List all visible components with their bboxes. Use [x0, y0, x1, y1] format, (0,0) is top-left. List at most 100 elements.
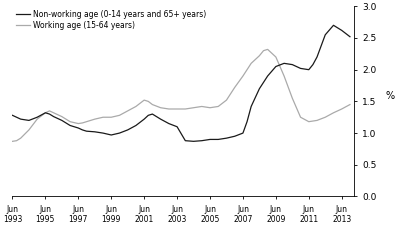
Non-working age (0-14 years and 65+ years): [51, 115, 56, 118]
Working age (15-64 years): [339, 108, 344, 110]
Working age (15-64 years): [298, 116, 303, 118]
Working age (15-64 years): [315, 119, 320, 122]
Working age (15-64 years): [228, 92, 233, 95]
Non-working age (0-14 years and 65+ years): [208, 138, 212, 141]
Non-working age (0-14 years and 65+ years): [84, 130, 89, 133]
Non-working age (0-14 years and 65+ years): [274, 65, 278, 68]
Working age (15-64 years): [166, 108, 171, 110]
Working age (15-64 years): [216, 105, 221, 108]
Non-working age (0-14 years and 65+ years): [100, 132, 105, 134]
Non-working age (0-14 years and 65+ years): [331, 24, 336, 27]
Non-working age (0-14 years and 65+ years): [80, 128, 85, 131]
Non-working age (0-14 years and 65+ years): [290, 63, 295, 66]
Non-working age (0-14 years and 65+ years): [76, 127, 81, 129]
Working age (15-64 years): [257, 54, 262, 57]
Non-working age (0-14 years and 65+ years): [60, 119, 64, 122]
Working age (15-64 years): [10, 140, 15, 143]
Non-working age (0-14 years and 65+ years): [315, 56, 320, 58]
Non-working age (0-14 years and 65+ years): [257, 87, 262, 90]
Non-working age (0-14 years and 65+ years): [249, 105, 254, 108]
Working age (15-64 years): [43, 111, 48, 114]
Working age (15-64 years): [51, 111, 56, 114]
Working age (15-64 years): [35, 118, 40, 121]
Working age (15-64 years): [232, 86, 237, 89]
Non-working age (0-14 years and 65+ years): [183, 139, 188, 142]
Working age (15-64 years): [109, 116, 114, 118]
Non-working age (0-14 years and 65+ years): [245, 120, 249, 123]
Working age (15-64 years): [14, 139, 19, 142]
Working age (15-64 years): [117, 114, 122, 117]
Working age (15-64 years): [183, 108, 188, 110]
Legend: Non-working age (0-14 years and 65+ years), Working age (15-64 years): Non-working age (0-14 years and 65+ year…: [16, 10, 206, 30]
Working age (15-64 years): [84, 120, 89, 123]
Non-working age (0-14 years and 65+ years): [125, 128, 130, 131]
Working age (15-64 years): [249, 62, 254, 65]
Non-working age (0-14 years and 65+ years): [47, 113, 52, 115]
Y-axis label: %: %: [385, 91, 394, 101]
Non-working age (0-14 years and 65+ years): [109, 134, 114, 136]
Working age (15-64 years): [100, 116, 105, 118]
Working age (15-64 years): [265, 48, 270, 51]
Working age (15-64 years): [93, 118, 97, 121]
Non-working age (0-14 years and 65+ years): [323, 33, 328, 36]
Non-working age (0-14 years and 65+ years): [10, 114, 15, 117]
Working age (15-64 years): [306, 120, 311, 123]
Non-working age (0-14 years and 65+ years): [265, 75, 270, 77]
Non-working age (0-14 years and 65+ years): [306, 68, 311, 71]
Non-working age (0-14 years and 65+ years): [347, 35, 352, 38]
Working age (15-64 years): [290, 97, 295, 100]
Non-working age (0-14 years and 65+ years): [146, 114, 150, 117]
Non-working age (0-14 years and 65+ years): [282, 62, 287, 65]
Working age (15-64 years): [18, 137, 23, 140]
Non-working age (0-14 years and 65+ years): [93, 131, 97, 133]
Working age (15-64 years): [199, 105, 204, 108]
Working age (15-64 years): [142, 99, 146, 101]
Working age (15-64 years): [282, 75, 287, 77]
Working age (15-64 years): [208, 106, 212, 109]
Non-working age (0-14 years and 65+ years): [339, 29, 344, 32]
Working age (15-64 years): [261, 49, 266, 52]
Line: Working age (15-64 years): Working age (15-64 years): [12, 49, 350, 141]
Non-working age (0-14 years and 65+ years): [175, 125, 179, 128]
Non-working age (0-14 years and 65+ years): [158, 118, 163, 121]
Non-working age (0-14 years and 65+ years): [224, 137, 229, 140]
Working age (15-64 years): [323, 116, 328, 118]
Working age (15-64 years): [331, 111, 336, 114]
Working age (15-64 years): [347, 103, 352, 106]
Non-working age (0-14 years and 65+ years): [166, 122, 171, 125]
Working age (15-64 years): [68, 120, 73, 123]
Non-working age (0-14 years and 65+ years): [216, 138, 221, 141]
Non-working age (0-14 years and 65+ years): [133, 124, 138, 127]
Working age (15-64 years): [224, 99, 229, 101]
Working age (15-64 years): [241, 75, 245, 77]
Non-working age (0-14 years and 65+ years): [298, 67, 303, 70]
Non-working age (0-14 years and 65+ years): [150, 113, 155, 115]
Working age (15-64 years): [60, 115, 64, 118]
Non-working age (0-14 years and 65+ years): [191, 140, 196, 143]
Non-working age (0-14 years and 65+ years): [241, 132, 245, 134]
Non-working age (0-14 years and 65+ years): [310, 63, 315, 66]
Working age (15-64 years): [80, 122, 85, 124]
Working age (15-64 years): [133, 105, 138, 108]
Non-working age (0-14 years and 65+ years): [68, 124, 73, 127]
Working age (15-64 years): [47, 110, 52, 112]
Non-working age (0-14 years and 65+ years): [18, 118, 23, 121]
Working age (15-64 years): [146, 100, 150, 103]
Line: Non-working age (0-14 years and 65+ years): Non-working age (0-14 years and 65+ year…: [12, 25, 350, 141]
Non-working age (0-14 years and 65+ years): [35, 116, 40, 118]
Non-working age (0-14 years and 65+ years): [199, 139, 204, 142]
Working age (15-64 years): [125, 110, 130, 112]
Non-working age (0-14 years and 65+ years): [142, 118, 146, 121]
Working age (15-64 years): [27, 128, 31, 131]
Working age (15-64 years): [158, 106, 163, 109]
Non-working age (0-14 years and 65+ years): [27, 119, 31, 122]
Non-working age (0-14 years and 65+ years): [232, 135, 237, 138]
Non-working age (0-14 years and 65+ years): [43, 111, 48, 114]
Non-working age (0-14 years and 65+ years): [14, 116, 19, 118]
Working age (15-64 years): [76, 122, 81, 125]
Working age (15-64 years): [274, 56, 278, 58]
Non-working age (0-14 years and 65+ years): [117, 132, 122, 134]
Working age (15-64 years): [150, 103, 155, 106]
Working age (15-64 years): [175, 108, 179, 110]
Working age (15-64 years): [191, 106, 196, 109]
